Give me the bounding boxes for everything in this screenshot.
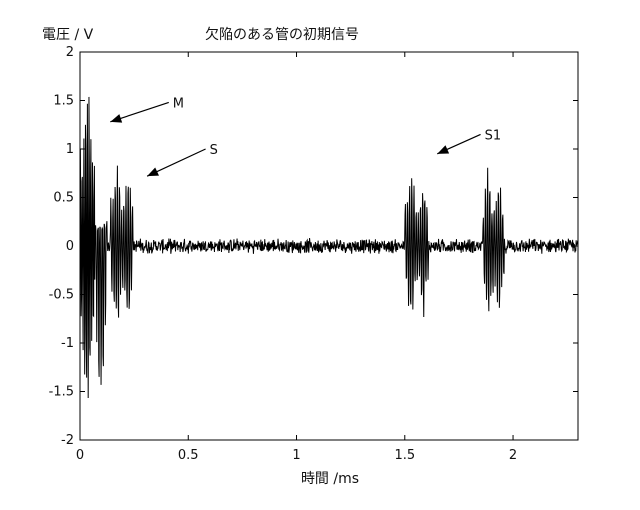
y-tick-label: 0 (66, 239, 74, 254)
y-axis: -2 -1.5 -1 -0.5 0 0.5 1 1.5 2 (49, 45, 578, 448)
signal-line (80, 96, 578, 398)
annotation-label: S (210, 143, 218, 158)
x-tick-label: 1.5 (394, 448, 415, 463)
annotations: M S S1 (110, 96, 502, 177)
y-tick-label: 1 (66, 142, 74, 157)
x-tick-label: 0 (76, 448, 84, 463)
x-tick-label: 1 (292, 448, 300, 463)
y-axis-label: 電圧 / V (42, 27, 94, 43)
x-axis: 0 0.5 1 1.5 2 (76, 52, 517, 463)
annotation-arrow-head (147, 167, 159, 177)
annotation-label: S1 (485, 128, 502, 143)
x-axis-label: 時間 /ms (301, 471, 359, 487)
y-tick-label: -1 (61, 336, 74, 351)
x-tick-label: 0.5 (178, 448, 199, 463)
annotation-label: M (173, 96, 184, 111)
y-tick-label: -2 (61, 433, 74, 448)
y-tick-label: 1.5 (53, 94, 74, 109)
y-tick-label: 2 (66, 45, 74, 60)
annotation-arrow-head (110, 114, 123, 123)
y-tick-label: 0.5 (53, 191, 74, 206)
series-layer (80, 96, 578, 398)
annotation-arrow-head (437, 145, 450, 154)
y-tick-label: -1.5 (49, 385, 74, 400)
x-tick-label: 2 (509, 448, 517, 463)
chart-title: 欠陥のある管の初期信号 (205, 26, 359, 43)
y-tick-label: -0.5 (49, 288, 74, 303)
